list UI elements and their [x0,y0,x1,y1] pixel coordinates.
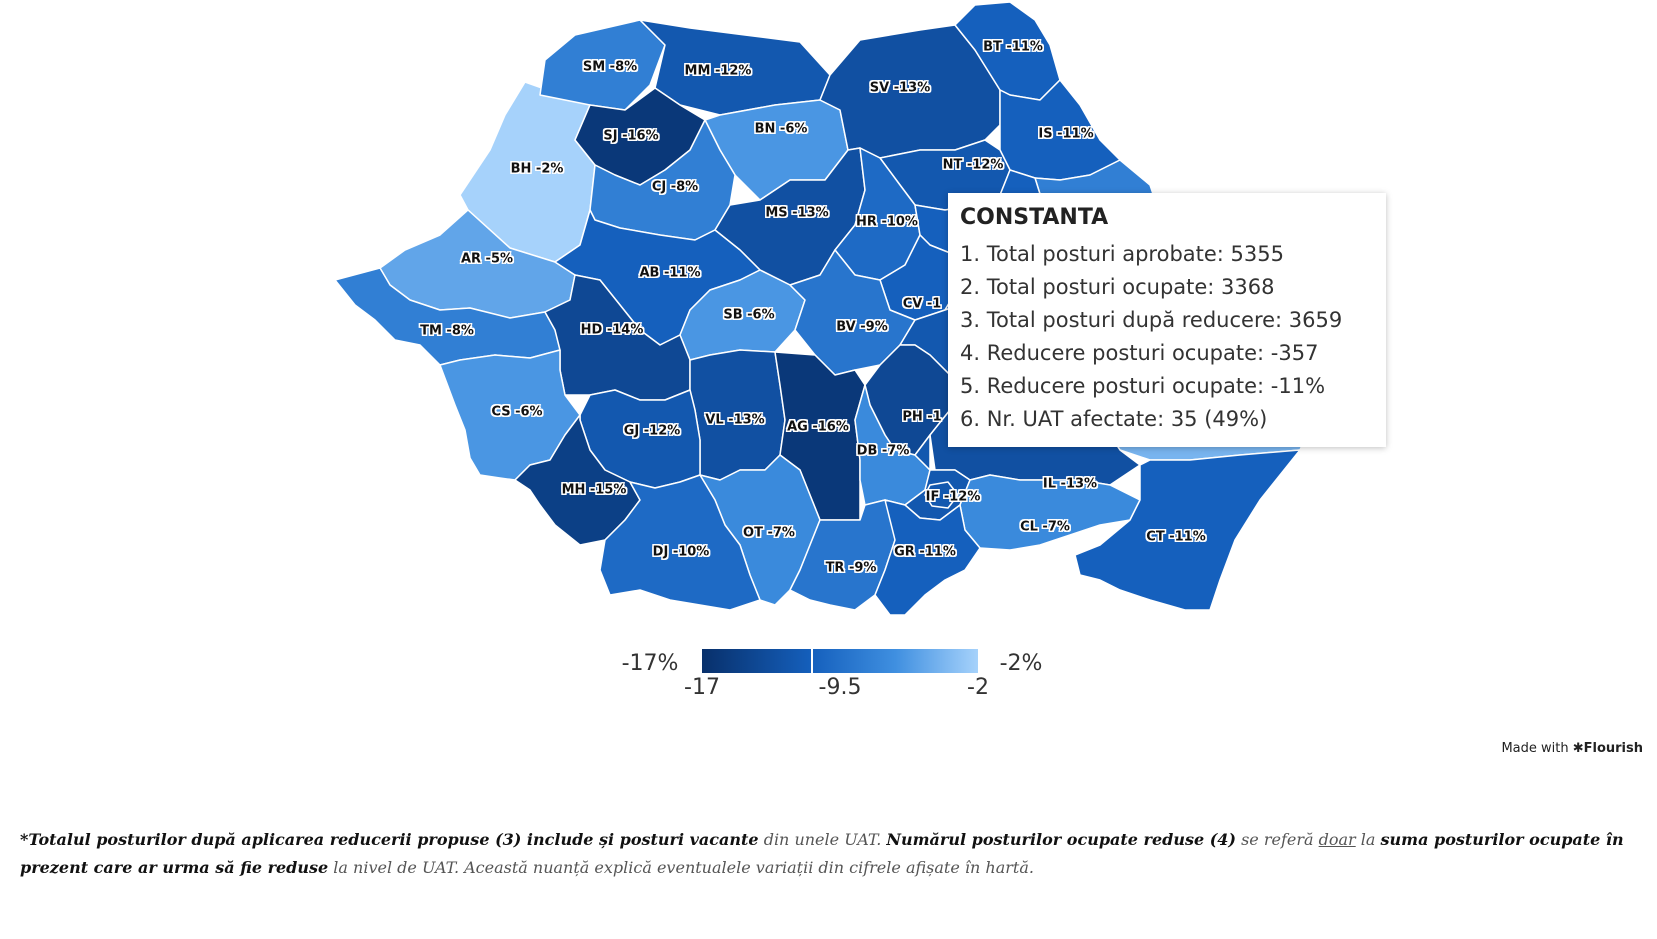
tooltip-line: 1. Total posturi aprobate: 5355 [960,242,1285,266]
legend-tick-max: -2 [967,675,989,700]
legend-color-ramp [702,649,978,673]
footnote-part: la nivel de UAT. Această nuanță explică … [328,858,1034,877]
county-label-bn: BN -6% [754,121,808,137]
county-label-hd: HD -14% [580,322,644,338]
county-label-mm: MM -12% [684,63,752,79]
county-label-ar: AR -5% [460,251,514,267]
county-label-sj: SJ -16% [603,128,659,144]
county-label-cj: CJ -8% [651,179,699,195]
county-DJ[interactable] [599,474,761,611]
legend-hover-marker [811,649,813,673]
tooltip-title: CONSTANTA [960,205,1109,230]
flourish-credit-link[interactable]: Made with ✱Flourish [1501,741,1643,756]
footnote-part: Numărul posturilor ocupate reduse (4) [886,830,1236,849]
county-label-db: DB -7% [856,443,910,459]
county-label-ph: PH -1 [902,409,942,425]
county-label-ms: MS -13% [765,205,829,221]
tooltip-line: 6. Nr. UAT afectate: 35 (49%) [960,407,1268,431]
flourish-logo: ✱Flourish [1572,741,1643,756]
county-label-nt: NT -12% [942,157,1004,173]
county-label-tr: TR -9% [825,560,877,576]
county-label-if: IF -12% [925,489,981,505]
footnote-part: *Totalul posturilor după aplicarea reduc… [20,830,759,849]
tooltip-line: 3. Total posturi după reducere: 3659 [960,308,1343,332]
county-label-dj: DJ -10% [652,544,710,560]
legend [702,649,978,673]
county-B[interactable] [924,481,959,509]
county-label-ct: CT -11% [1146,529,1206,545]
county-label-ot: OT -7% [743,525,795,541]
county-label-is: IS -11% [1038,126,1094,142]
county-label-gr: GR -11% [894,544,956,560]
footnote: *Totalul posturilor după aplicarea reduc… [20,826,1630,882]
legend-right-label: -2% [999,651,1043,676]
county-label-sm: SM -8% [582,59,638,75]
county-CT[interactable] [1074,449,1301,611]
county-label-ab: AB -11% [639,265,701,281]
county-GR[interactable] [874,499,981,616]
county-label-bt: BT -11% [983,39,1043,55]
tooltip-line: 2. Total posturi ocupate: 3368 [960,275,1275,299]
county-label-sv: SV -13% [869,80,931,96]
county-label-il: IL -13% [1042,476,1098,492]
county-label-ag: AG -16% [787,419,849,435]
county-label-bh: BH -2% [510,161,564,177]
tooltip-line: 5. Reducere posturi ocupate: -11% [960,374,1326,398]
county-label-bv: BV -9% [836,319,888,335]
footnote-part: din unele UAT. [758,830,887,849]
county-label-tm: TM -8% [420,323,474,339]
tooltip-line: 4. Reducere posturi ocupate: -357 [960,341,1319,365]
county-label-vl: VL -13% [705,412,765,428]
legend-left-label: -17% [621,651,679,676]
footnote-part: doar [1318,830,1356,849]
footnote-part: se referă [1235,830,1319,849]
footnote-part: suma posturilor ocupate în prezent care … [20,830,1624,877]
footnote-part: la [1355,830,1381,849]
legend-tick-mid: -9.5 [818,675,862,700]
county-label-sb: SB -6% [723,307,775,323]
county-label-mh: MH -15% [561,482,627,498]
county-label-cl: CL -7% [1020,519,1070,535]
county-tooltip: CONSTANTA 1. Total posturi aprobate: 535… [948,193,1386,447]
credit-prefix: Made with [1501,741,1573,756]
legend-tick-min: -17 [684,675,720,700]
county-label-hr: HR -10% [856,214,918,230]
county-label-cv: CV -1 [902,296,942,312]
county-label-gj: GJ -12% [623,423,681,439]
county-label-cs: CS -6% [491,404,543,420]
county-SM[interactable] [539,19,666,111]
